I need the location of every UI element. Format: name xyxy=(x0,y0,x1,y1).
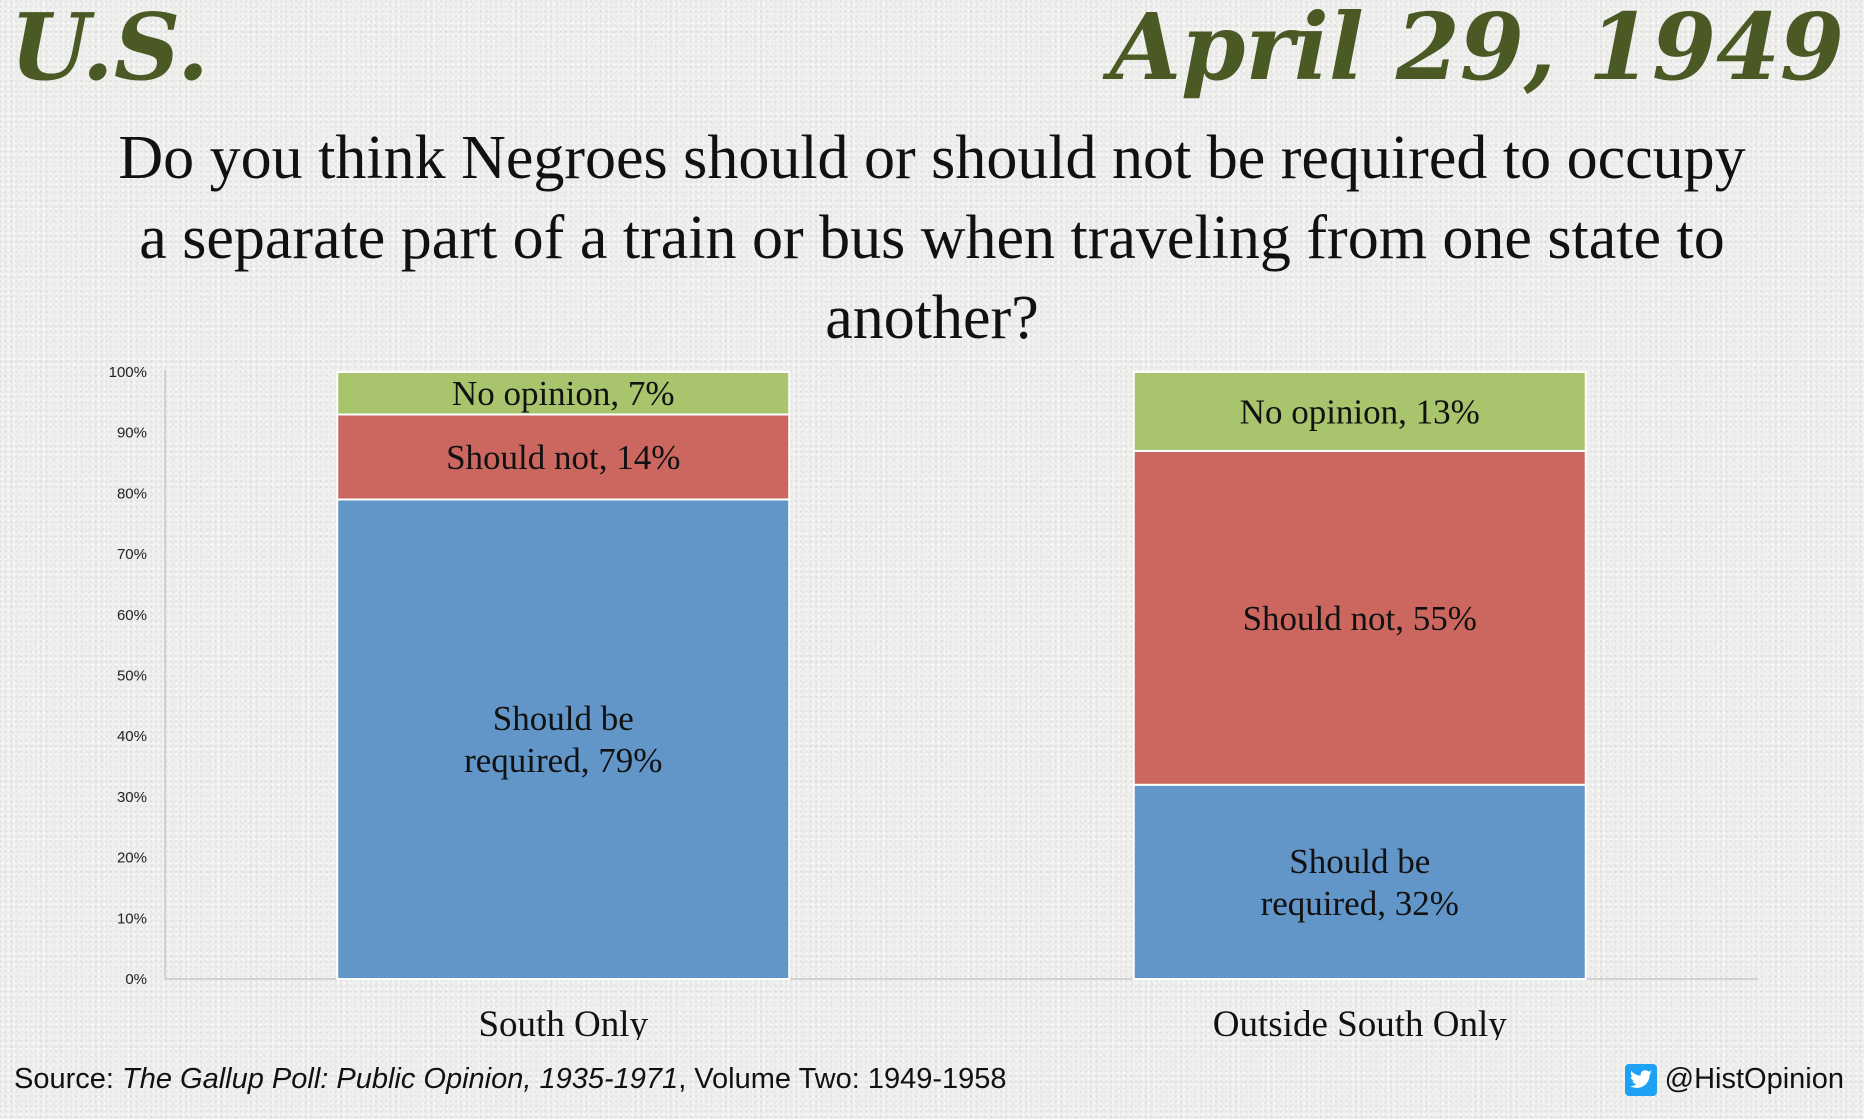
date-label: April 29, 1949 xyxy=(1109,0,1844,101)
bar-segment-should-be-required xyxy=(1132,783,1587,981)
data-label: No opinion, 13% xyxy=(1240,392,1480,431)
data-label: No opinion, 7% xyxy=(452,374,675,413)
credit-handle: @HistOpinion xyxy=(1664,1063,1844,1095)
bar-segment-should-not xyxy=(336,413,791,501)
y-tick-label: 90% xyxy=(117,425,147,442)
bar-segment-should-not xyxy=(1132,449,1587,786)
bar-segment-no-opinion xyxy=(336,371,791,416)
twitter-icon xyxy=(1624,1063,1657,1096)
y-tick-label: 0% xyxy=(125,971,147,988)
country-label: U.S. xyxy=(10,0,210,101)
y-tick-label: 100% xyxy=(109,364,147,381)
y-tick-label: 40% xyxy=(117,728,147,745)
data-label: Should be xyxy=(493,699,634,738)
data-label: Should not, 14% xyxy=(446,438,680,477)
bar-segment-should-be-required xyxy=(336,498,791,980)
y-tick-label: 80% xyxy=(117,485,147,502)
data-label: required, 32% xyxy=(1261,884,1459,923)
source-prefix: Source: xyxy=(14,1063,122,1095)
source-suffix: , Volume Two: 1949-1958 xyxy=(678,1063,1007,1095)
category-label: Outside South Only xyxy=(1213,1004,1507,1040)
data-label: required, 79% xyxy=(464,741,662,780)
source-note: Source: The Gallup Poll: Public Opinion,… xyxy=(14,1063,1007,1096)
bar-segment-no-opinion xyxy=(1132,371,1587,452)
y-tick-label: 10% xyxy=(117,910,147,927)
category-label: South Only xyxy=(478,1004,648,1040)
data-label: Should be xyxy=(1289,842,1430,881)
y-tick-label: 20% xyxy=(117,850,147,867)
chart-title: Do you think Negroes should or should no… xyxy=(118,124,1746,352)
y-tick-label: 30% xyxy=(117,789,147,806)
data-label: Should not, 55% xyxy=(1243,599,1477,638)
y-tick-label: 50% xyxy=(117,668,147,685)
y-tick-label: 70% xyxy=(117,546,147,563)
source-title: The Gallup Poll: Public Opinion, 1935-19… xyxy=(122,1063,679,1095)
y-tick-label: 60% xyxy=(117,607,147,624)
twitter-credit[interactable]: @HistOpinion xyxy=(1624,1063,1844,1096)
stacked-bar-chart: 0% 10% 20% 30% 40% 50% 60% 70% 80% 90% 100% Should … xyxy=(109,364,1758,1040)
